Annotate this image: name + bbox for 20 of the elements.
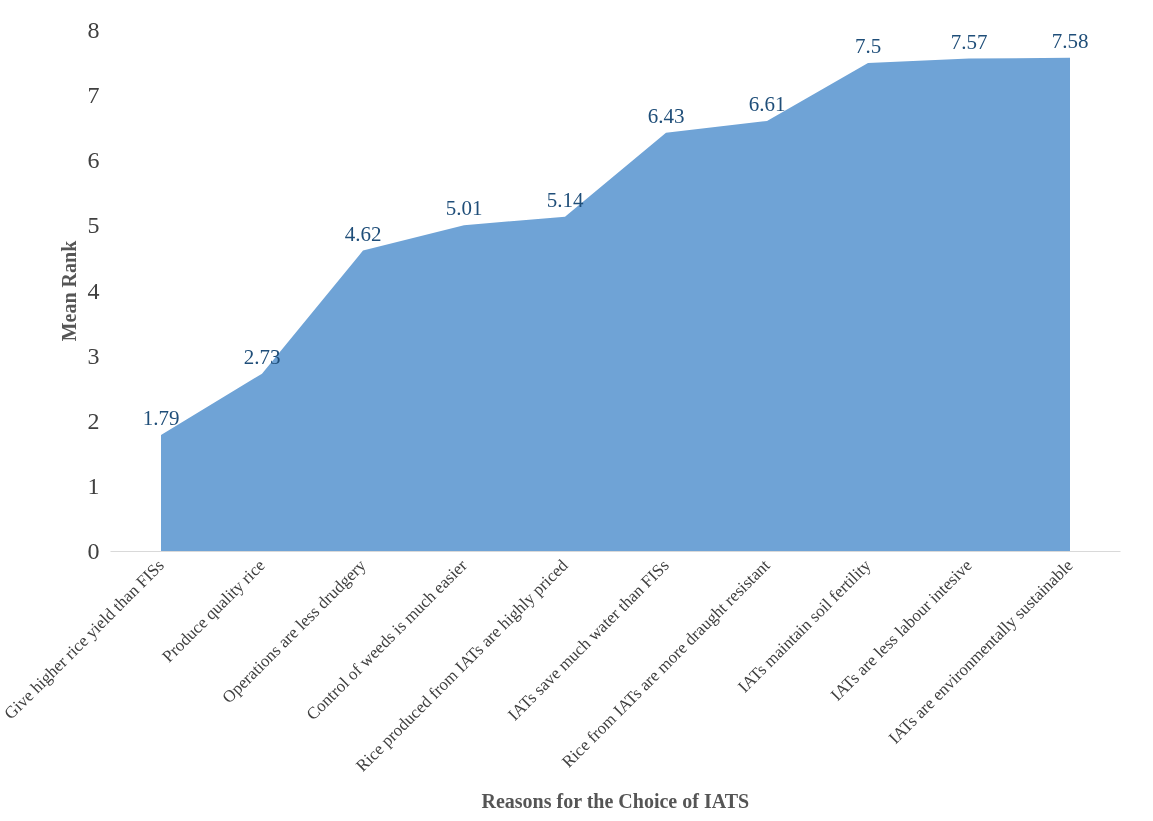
y-tick-label: 4 <box>87 277 100 304</box>
x-axis-title: Reasons for the Choice of IATS <box>481 790 750 813</box>
y-tick-label: 8 <box>87 17 100 43</box>
y-tick-label: 5 <box>87 212 100 239</box>
y-tick-label: 0 <box>87 538 100 564</box>
data-label: 5.14 <box>546 187 584 212</box>
y-tick-label: 1 <box>87 472 100 499</box>
y-tick-label: 2 <box>87 407 100 434</box>
y-axis-title: Mean Rank <box>57 239 80 342</box>
y-tick-label: 7 <box>87 82 100 109</box>
y-tick-label: 3 <box>87 342 100 369</box>
data-label: 7.57 <box>950 29 988 54</box>
data-label: 1.79 <box>142 405 180 430</box>
y-tick-label: 6 <box>87 147 100 174</box>
data-label: 7.58 <box>1051 28 1089 53</box>
data-label: 5.01 <box>445 196 483 221</box>
data-label: 7.5 <box>854 34 882 59</box>
data-label: 6.43 <box>647 103 685 128</box>
data-label: 6.61 <box>748 92 786 117</box>
data-label: 4.62 <box>344 221 382 246</box>
